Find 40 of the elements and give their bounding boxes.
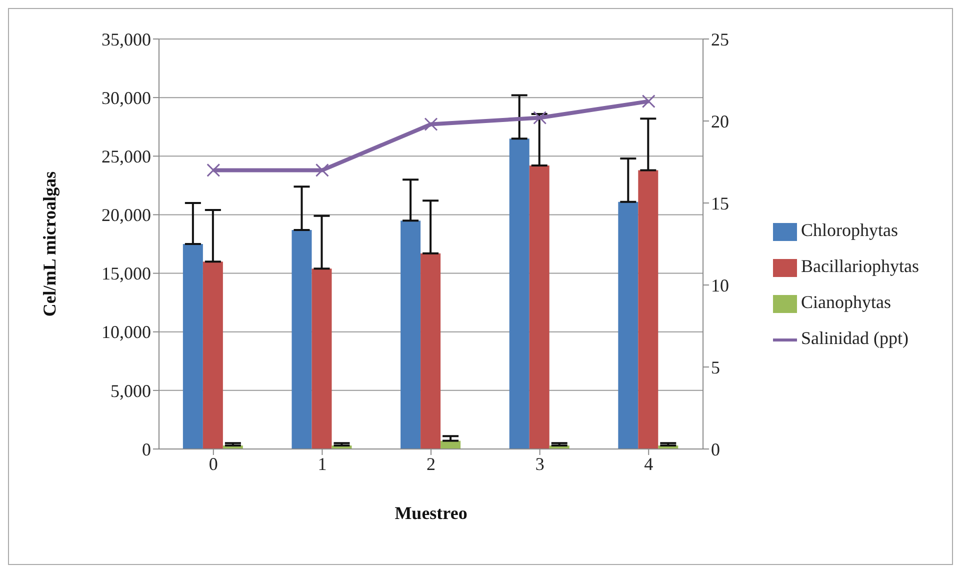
y2-tick-label: 15 [711,193,730,214]
bar [529,166,550,449]
y2-tick-label: 0 [711,439,720,460]
point [315,163,329,177]
legend-label: Cianophytas [801,292,892,312]
legend-label: Salinidad (ppt) [801,328,909,348]
x-tick-label: 1 [318,454,327,474]
bar [400,220,421,449]
point [533,110,547,124]
y2-tick-label: 5 [711,357,720,378]
y-tick-label: 0 [142,439,151,460]
y2-tick-label: 10 [711,275,730,296]
y2-tick-label: 20 [711,111,730,132]
bar [182,244,203,449]
x-tick-label: 0 [208,454,218,474]
y-tick-label: 5,000 [110,380,151,401]
y-tick-label: 30,000 [102,88,151,108]
y-tick-label: 20,000 [102,205,151,226]
legend-label: Chlorophytas [801,220,898,240]
legend-label: Bacillariophytas [801,256,919,276]
bar [202,262,223,449]
x-axis-title: Muestreo [394,503,468,523]
y-tick-label: 10,000 [102,322,151,342]
bar [618,202,638,449]
y-axis-title: Cel/mL microalgas [39,171,60,317]
y-tick-label: 35,000 [102,29,151,50]
bar [638,170,658,449]
x-tick-label: 3 [535,454,544,474]
x-tick-label: 4 [644,454,654,474]
bar [420,253,441,449]
bar [312,268,332,449]
point [424,118,438,132]
x-tick-label: 2 [426,454,436,474]
point [206,163,220,177]
y-tick-label: 15,000 [102,264,151,284]
point [642,94,656,108]
bar [509,138,530,449]
bar [292,230,312,449]
y2-tick-label: 25 [711,29,730,50]
y-tick-label: 25,000 [102,146,151,167]
